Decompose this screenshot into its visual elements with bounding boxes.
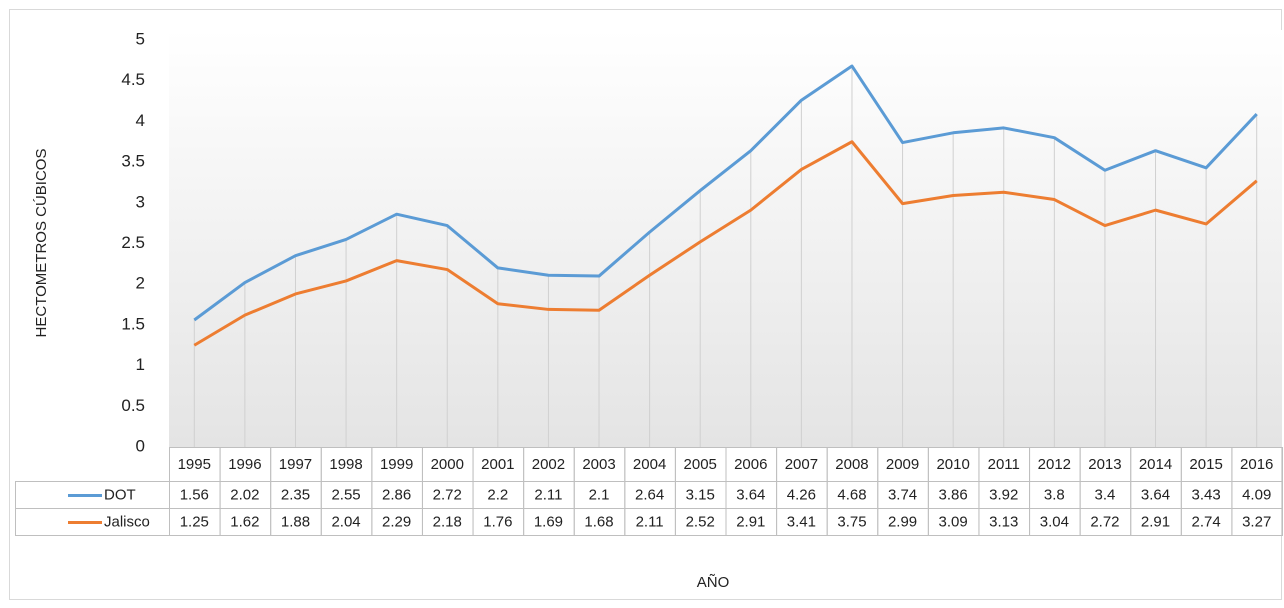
table-value: 3.86 <box>939 486 968 503</box>
x-tick-label: 2006 <box>734 456 767 473</box>
table-value: 2.72 <box>1090 513 1119 530</box>
table-value: 3.15 <box>686 486 715 503</box>
y-tick-label: 2.5 <box>121 233 145 252</box>
table-value: 3.8 <box>1044 486 1065 503</box>
y-tick-label: 1 <box>136 355 145 374</box>
table-value: 2.86 <box>382 486 411 503</box>
x-axis-title: AÑO <box>697 574 730 591</box>
table-value: 2.74 <box>1192 513 1221 530</box>
x-tick-label: 2000 <box>431 456 464 473</box>
x-tick-label: 2002 <box>532 456 565 473</box>
y-tick-label: 0.5 <box>121 396 145 415</box>
table-value: 1.25 <box>180 513 209 530</box>
y-tick-label: 0 <box>136 436 145 455</box>
table-value: 2.1 <box>589 486 610 503</box>
table-value: 4.68 <box>837 486 866 503</box>
table-value: 1.69 <box>534 513 563 530</box>
table-value: 1.62 <box>230 513 259 530</box>
table-value: 2.11 <box>534 486 562 503</box>
x-tick-label: 2014 <box>1139 456 1172 473</box>
y-tick-label: 4.5 <box>121 70 145 89</box>
x-tick-label: 2012 <box>1038 456 1071 473</box>
x-tick-label: 2003 <box>582 456 615 473</box>
y-tick-label: 5 <box>136 29 145 48</box>
y-tick-label: 1.5 <box>121 314 145 333</box>
x-tick-label: 1995 <box>178 456 211 473</box>
x-tick-label: 2016 <box>1240 456 1273 473</box>
table-value: 3.92 <box>989 486 1018 503</box>
x-tick-label: 1999 <box>380 456 413 473</box>
legend-label: Jalisco <box>104 513 150 530</box>
y-tick-label: 3 <box>136 192 145 211</box>
table-value: 2.29 <box>382 513 411 530</box>
table-value: 3.09 <box>939 513 968 530</box>
legend-label: DOT <box>104 486 136 503</box>
table-value: 2.04 <box>331 513 360 530</box>
x-tick-label: 2015 <box>1189 456 1222 473</box>
x-tick-label: 2010 <box>936 456 969 473</box>
y-tick-label: 3.5 <box>121 152 145 171</box>
x-tick-label: 2011 <box>988 456 1020 473</box>
table-value: 2.02 <box>230 486 259 503</box>
table-value: 2.52 <box>686 513 715 530</box>
table-value: 2.2 <box>487 486 508 503</box>
table-value: 2.99 <box>888 513 917 530</box>
table-value: 2.72 <box>433 486 462 503</box>
table-value: 3.41 <box>787 513 816 530</box>
table-value: 3.64 <box>1141 486 1170 503</box>
table-value: 1.76 <box>483 513 512 530</box>
x-tick-label: 2001 <box>481 456 514 473</box>
table-value: 3.43 <box>1192 486 1221 503</box>
x-tick-label: 2008 <box>835 456 868 473</box>
x-tick-label: 2004 <box>633 456 666 473</box>
table-cell <box>1231 447 1283 536</box>
x-tick-label: 2007 <box>785 456 818 473</box>
x-tick-label: 2009 <box>886 456 919 473</box>
table-value: 3.4 <box>1095 486 1116 503</box>
table-value: 3.13 <box>989 513 1018 530</box>
table-value: 2.91 <box>736 513 765 530</box>
table-value: 1.88 <box>281 513 310 530</box>
x-tick-label: 1997 <box>279 456 312 473</box>
table-value: 1.56 <box>180 486 209 503</box>
x-tick-label: 1996 <box>228 456 261 473</box>
table-value: 2.11 <box>636 513 664 530</box>
y-axis-title: HECTOMETROS CÚBICOS <box>33 149 50 338</box>
table-value: 1.68 <box>584 513 613 530</box>
table-value: 2.35 <box>281 486 310 503</box>
table-value: 2.55 <box>331 486 360 503</box>
table-value: 3.27 <box>1242 513 1271 530</box>
x-tick-label: 1998 <box>329 456 362 473</box>
x-tick-label: 2005 <box>684 456 717 473</box>
series-line <box>193 64 1258 322</box>
x-tick-label: 2013 <box>1088 456 1121 473</box>
table-value: 3.04 <box>1040 513 1069 530</box>
table-value: 4.09 <box>1242 486 1271 503</box>
table-value: 3.74 <box>888 486 917 503</box>
plot-area <box>169 30 1282 447</box>
y-tick-label: 4 <box>136 111 145 130</box>
table-value: 3.75 <box>837 513 866 530</box>
series-line <box>193 140 1258 347</box>
table-value: 4.26 <box>787 486 816 503</box>
y-tick-label: 2 <box>136 274 145 293</box>
table-value: 3.64 <box>736 486 765 503</box>
table-value: 2.18 <box>433 513 462 530</box>
table-value: 2.91 <box>1141 513 1170 530</box>
table-value: 2.64 <box>635 486 664 503</box>
